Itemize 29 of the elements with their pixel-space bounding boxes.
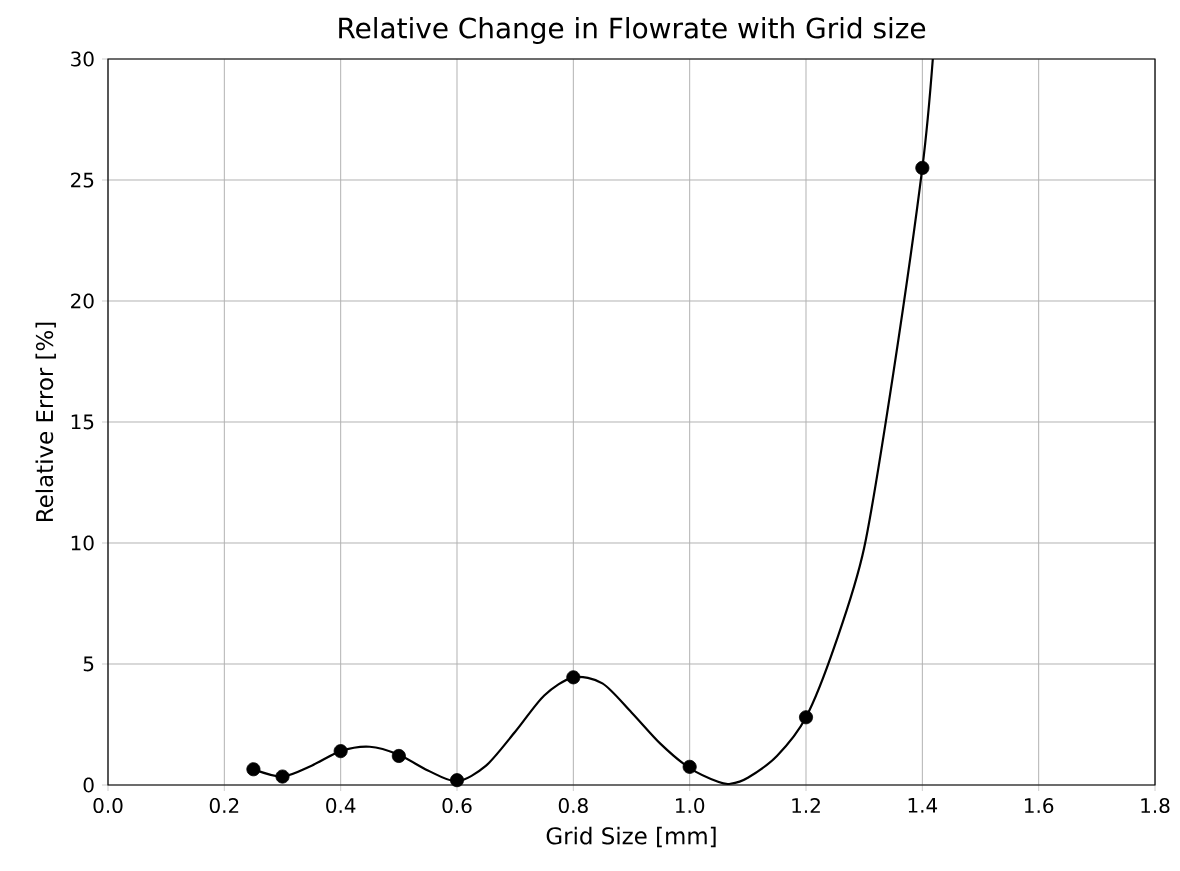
point (246, 762, 261, 777)
x-tick-label: 0.8 (558, 798, 588, 814)
point (566, 670, 581, 685)
x-tick-label: 1.2 (792, 798, 820, 813)
point (450, 773, 464, 788)
x-tick-label: 0.6 (442, 798, 472, 814)
point (682, 759, 697, 774)
point (275, 769, 290, 784)
y-tick-label: 30 (71, 51, 94, 67)
chart-title: Relative Change in Flowrate with Grid size (339, 17, 926, 45)
x-tick-label: 0.0 (93, 798, 123, 814)
x-axis-title: Grid Size [mm] (546, 826, 716, 848)
y-axis-title: Relative Error [%] (35, 322, 56, 521)
x-tick-label: 1.8 (1141, 798, 1170, 814)
x-tick-label: 0.4 (326, 798, 356, 814)
y-tick-label: 20 (71, 293, 94, 309)
point (915, 160, 930, 175)
x-tick-label: 1.6 (1025, 798, 1054, 814)
y-tick-label: 25 (71, 172, 94, 188)
point (333, 744, 348, 759)
y-tick-label: 0 (83, 777, 94, 793)
x-tick-label: 1.4 (908, 798, 938, 813)
y-tick-label: 15 (71, 414, 94, 430)
x-tick-label: 1.0 (676, 798, 705, 814)
y-tick-label: 10 (71, 535, 94, 551)
x-tick-label: 0.2 (209, 798, 239, 814)
y-tick-label: 5 (83, 656, 94, 672)
point (799, 710, 814, 725)
point (391, 748, 406, 763)
